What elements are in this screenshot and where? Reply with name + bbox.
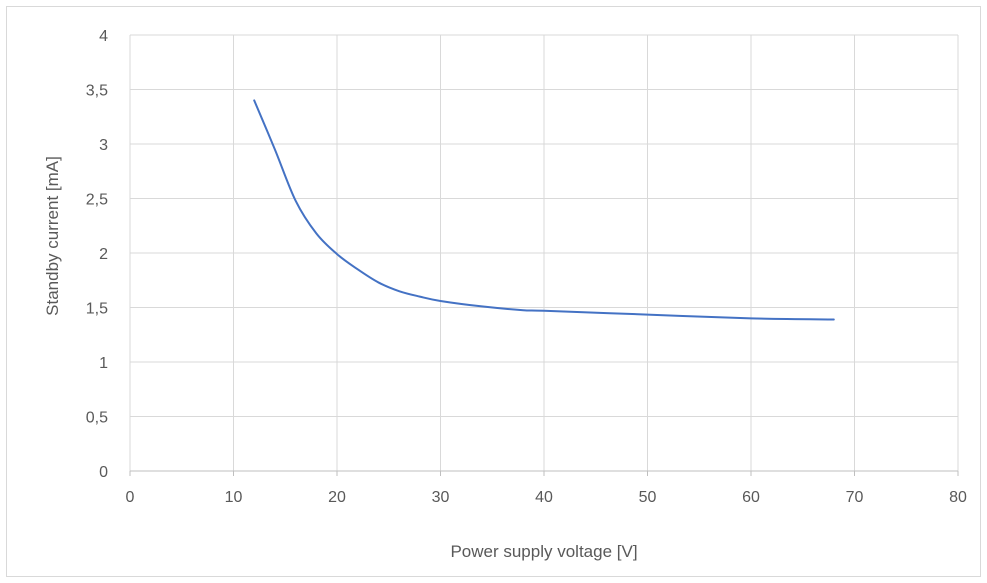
x-tick-label: 60 — [742, 489, 760, 506]
y-tick-label: 1,5 — [86, 301, 108, 318]
y-tick-label: 0,5 — [86, 410, 108, 427]
x-tick-label: 70 — [846, 489, 864, 506]
x-tick-label: 10 — [225, 489, 243, 506]
x-axis-title: Power supply voltage [V] — [450, 542, 637, 561]
x-tick-label: 80 — [949, 489, 967, 506]
y-axis-title: Standby current [mA] — [43, 156, 62, 316]
x-axis: 0 10 20 30 40 50 60 70 80 — [126, 471, 967, 506]
x-tick-label: 30 — [432, 489, 450, 506]
series-group — [253, 99, 835, 321]
y-tick-label: 3 — [99, 137, 108, 154]
chart-frame — [6, 6, 981, 577]
x-tick-label: 40 — [535, 489, 553, 506]
y-tick-label: 4 — [99, 28, 108, 45]
y-tick-label: 2,5 — [86, 192, 108, 209]
y-tick-label: 1 — [99, 355, 108, 372]
series-line — [253, 99, 835, 321]
y-tick-label: 2 — [99, 246, 108, 263]
x-tick-label: 0 — [126, 489, 135, 506]
y-tick-label: 0 — [99, 464, 108, 481]
y-axis: 0 0,5 1 1,5 2 2,5 3 3,5 4 — [86, 28, 108, 481]
y-tick-label: 3,5 — [86, 83, 108, 100]
x-tick-label: 20 — [328, 489, 346, 506]
x-tick-label: 50 — [639, 489, 657, 506]
